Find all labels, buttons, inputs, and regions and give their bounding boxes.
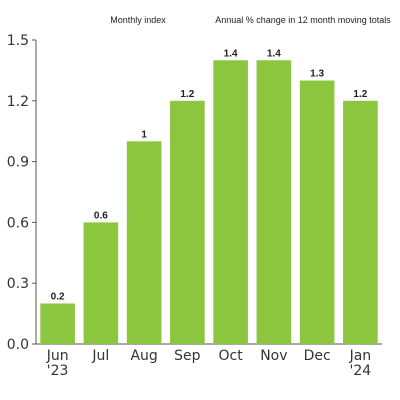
data-label: 1 <box>141 129 147 140</box>
data-label: 0.6 <box>94 210 108 221</box>
y-axis: 0.0 0.3 0.6 0.9 1.2 1.5 <box>7 33 37 353</box>
bar <box>343 100 378 344</box>
bar <box>299 80 335 345</box>
bar <box>256 60 292 345</box>
bar <box>213 60 248 345</box>
y-tick-label: 0.3 <box>7 276 29 292</box>
x-tick-label: '24 <box>350 363 372 379</box>
data-label: 1.2 <box>180 89 194 100</box>
data-label: 1.2 <box>353 89 367 100</box>
x-tick-label: Oct <box>219 348 244 364</box>
bar <box>126 141 162 344</box>
chart-header-right: Annual % change in 12 month moving total… <box>215 15 391 25</box>
y-tick-label: 0.0 <box>7 337 29 353</box>
y-tick-label: 0.9 <box>7 155 29 171</box>
data-label: 1.4 <box>267 48 281 59</box>
y-tick-label: 1.2 <box>7 94 29 110</box>
bar <box>170 100 205 344</box>
data-labels: 0.2 0.6 1 1.2 1.4 1.4 1.3 1.2 <box>51 48 368 302</box>
x-tick-label: Jul <box>91 348 109 364</box>
x-tick-label: Nov <box>260 348 287 364</box>
data-label: 0.2 <box>51 291 65 302</box>
bar <box>40 303 75 344</box>
x-tick-label: Aug <box>130 348 157 364</box>
bars <box>40 60 378 345</box>
x-tick-label: Dec <box>304 348 331 364</box>
data-label: 1.4 <box>224 48 238 59</box>
x-axis: Jun'23 Jul Aug Sep Oct Nov Dec Jan'24 <box>36 343 382 379</box>
bar <box>83 222 119 344</box>
data-label: 1.3 <box>310 69 324 80</box>
y-tick-label: 0.6 <box>7 215 29 231</box>
x-tick-label: Sep <box>174 348 201 364</box>
y-tick-label: 1.5 <box>7 33 29 49</box>
chart-header-left: Monthly index <box>110 15 166 25</box>
x-tick-label: Jan <box>349 348 372 364</box>
x-tick-label: '23 <box>47 363 69 379</box>
x-tick-label: Jun <box>46 348 69 364</box>
